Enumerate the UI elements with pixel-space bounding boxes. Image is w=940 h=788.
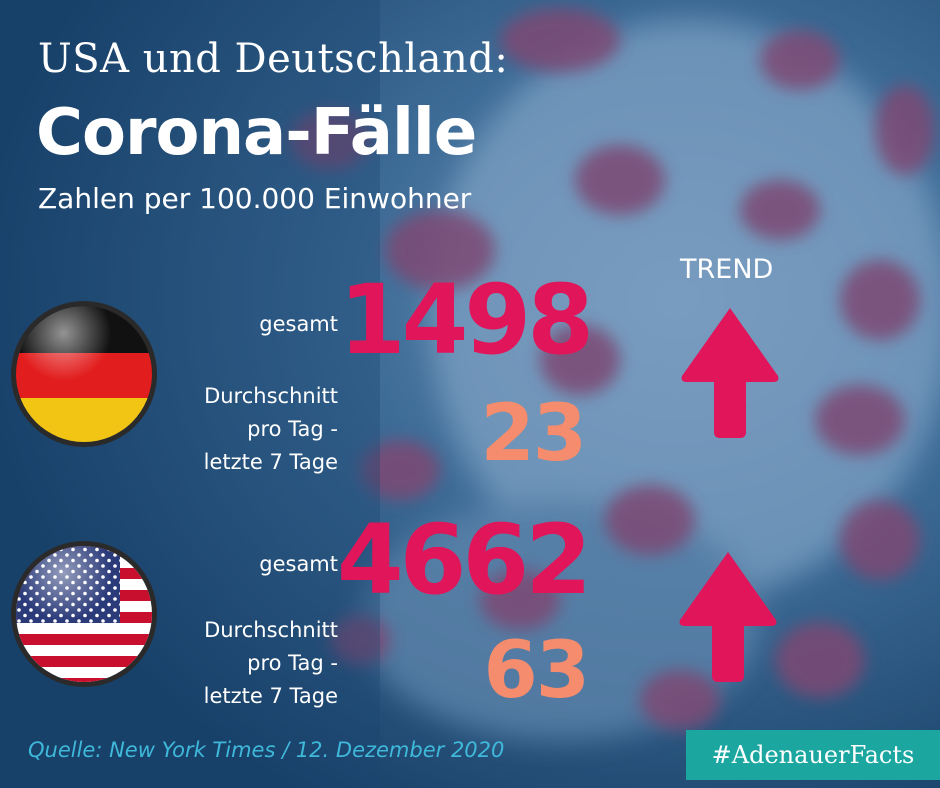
usa-total-value: 4662 [336, 504, 592, 616]
usa-avg-label-line3: letzte 7 Tage [203, 684, 338, 708]
page-title: Corona-Fälle [36, 96, 477, 170]
subtitle: Zahlen per 100.000 Einwohner [38, 182, 472, 215]
germany-trend-up-arrow-icon [681, 308, 779, 438]
germany-avg-value: 23 [480, 389, 587, 479]
germany-flag-icon [11, 301, 157, 447]
germany-avg-label: Durchschnitt pro Tag - letzte 7 Tage [204, 380, 338, 479]
supertitle: USA und Deutschland: [38, 36, 509, 82]
usa-total-label: gesamt [259, 552, 338, 576]
germany-avg-label-line1: Durchschnitt [204, 384, 338, 408]
germany-total-value: 1498 [338, 264, 594, 376]
usa-flag-icon [11, 541, 157, 687]
hashtag-text: #AdenauerFacts [711, 741, 915, 769]
source-citation: Quelle: New York Times / 12. Dezember 20… [28, 738, 505, 762]
trend-label: TREND [680, 254, 774, 285]
usa-trend-up-arrow-icon [679, 552, 777, 682]
germany-avg-label-line3: letzte 7 Tage [203, 450, 338, 474]
germany-total-label: gesamt [259, 312, 338, 336]
germany-avg-label-line2: pro Tag - [247, 417, 338, 441]
hashtag-badge: #AdenauerFacts [686, 730, 940, 780]
usa-avg-value: 63 [483, 626, 590, 716]
usa-avg-label: Durchschnitt pro Tag - letzte 7 Tage [204, 614, 338, 713]
usa-avg-label-line2: pro Tag - [247, 651, 338, 675]
usa-avg-label-line1: Durchschnitt [204, 618, 338, 642]
